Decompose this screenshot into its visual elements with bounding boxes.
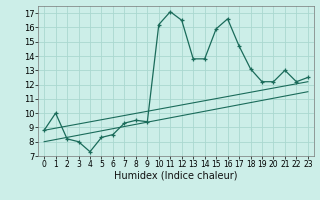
X-axis label: Humidex (Indice chaleur): Humidex (Indice chaleur) <box>114 171 238 181</box>
